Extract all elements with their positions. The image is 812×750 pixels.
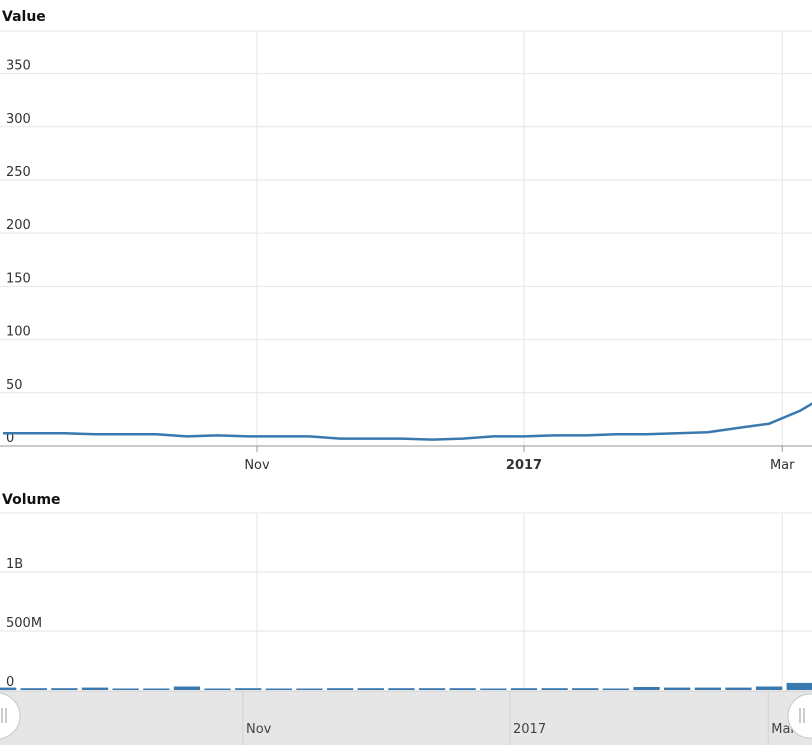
- value-x-tick-label: Mar: [770, 458, 795, 473]
- navigator-right-handle[interactable]: [787, 693, 812, 739]
- volume-bar: [694, 687, 721, 690]
- volume-axis-title: Volume: [2, 492, 61, 508]
- volume-bar: [633, 687, 660, 690]
- value-y-tick-label: 0: [6, 431, 14, 446]
- volume-bar: [510, 688, 538, 690]
- value-y-tick-label: 250: [6, 165, 31, 180]
- volume-bars: [0, 682, 812, 690]
- volume-bar: [725, 687, 752, 690]
- volume-y-tick-label: 1B: [6, 557, 23, 572]
- volume-bar: [755, 686, 783, 690]
- volume-gridlines: [0, 512, 812, 632]
- volume-bar: [0, 687, 17, 690]
- navigator-left-handle[interactable]: [0, 692, 21, 740]
- volume-bar: [357, 688, 384, 690]
- value-gridlines: [0, 30, 812, 394]
- value-y-tick-label: 50: [6, 378, 23, 393]
- navigator-gridlines: [242, 691, 769, 745]
- drag-handle-icon[interactable]: [0, 692, 21, 740]
- value-axis-title: Value: [2, 9, 46, 25]
- volume-bar: [602, 688, 629, 690]
- volume-bar: [112, 688, 139, 690]
- navigator[interactable]: Nov2017MarMayJulSep: [0, 690, 812, 745]
- volume-bar: [235, 688, 262, 690]
- value-x-tick-label: 2017: [506, 458, 542, 473]
- volume-bar: [265, 688, 292, 690]
- volume-panel: Volume 0 500M 1B: [0, 492, 812, 690]
- volume-bar: [20, 688, 47, 690]
- volume-bar: [173, 686, 201, 690]
- volume-bar: [327, 688, 354, 690]
- volume-bar: [418, 688, 446, 690]
- value-y-tick-label: 350: [6, 59, 31, 74]
- volume-bar: [51, 688, 78, 690]
- volume-vertical-gridlines: [256, 513, 783, 690]
- volume-y-tick-label: 0: [6, 675, 14, 690]
- volume-bar: [143, 688, 170, 690]
- volume-bar: [541, 688, 568, 690]
- volume-y-tick-labels: 0 500M 1B: [6, 557, 42, 690]
- value-y-tick-labels: 0 50 100 150 200 250 300 350: [6, 59, 31, 446]
- value-x-tick-labels: Nov2017MarMayJulSepJ: [244, 446, 795, 473]
- navigator-background[interactable]: [0, 691, 812, 745]
- volume-bar: [664, 687, 691, 690]
- volume-bar: [572, 688, 599, 690]
- value-vertical-gridlines: [256, 31, 783, 446]
- volume-bar: [204, 688, 231, 690]
- value-y-tick-label: 150: [6, 271, 31, 286]
- volume-bar: [388, 688, 415, 690]
- value-y-tick-label: 100: [6, 325, 31, 340]
- navigator-labels: Nov2017MarMayJulSep: [246, 722, 796, 737]
- volume-bar: [480, 688, 507, 690]
- volume-bar: [296, 688, 323, 690]
- value-x-tick-label: Nov: [244, 458, 270, 473]
- volume-y-tick-label: 500M: [6, 616, 42, 631]
- navigator-label: Nov: [246, 722, 272, 737]
- volume-bar: [449, 688, 476, 690]
- navigator-label: 2017: [513, 722, 546, 737]
- value-y-tick-label: 300: [6, 112, 31, 127]
- value-y-tick-label: 200: [6, 218, 31, 233]
- volume-bar: [81, 687, 109, 690]
- value-series-line: [3, 402, 812, 441]
- volume-bar: [786, 682, 812, 690]
